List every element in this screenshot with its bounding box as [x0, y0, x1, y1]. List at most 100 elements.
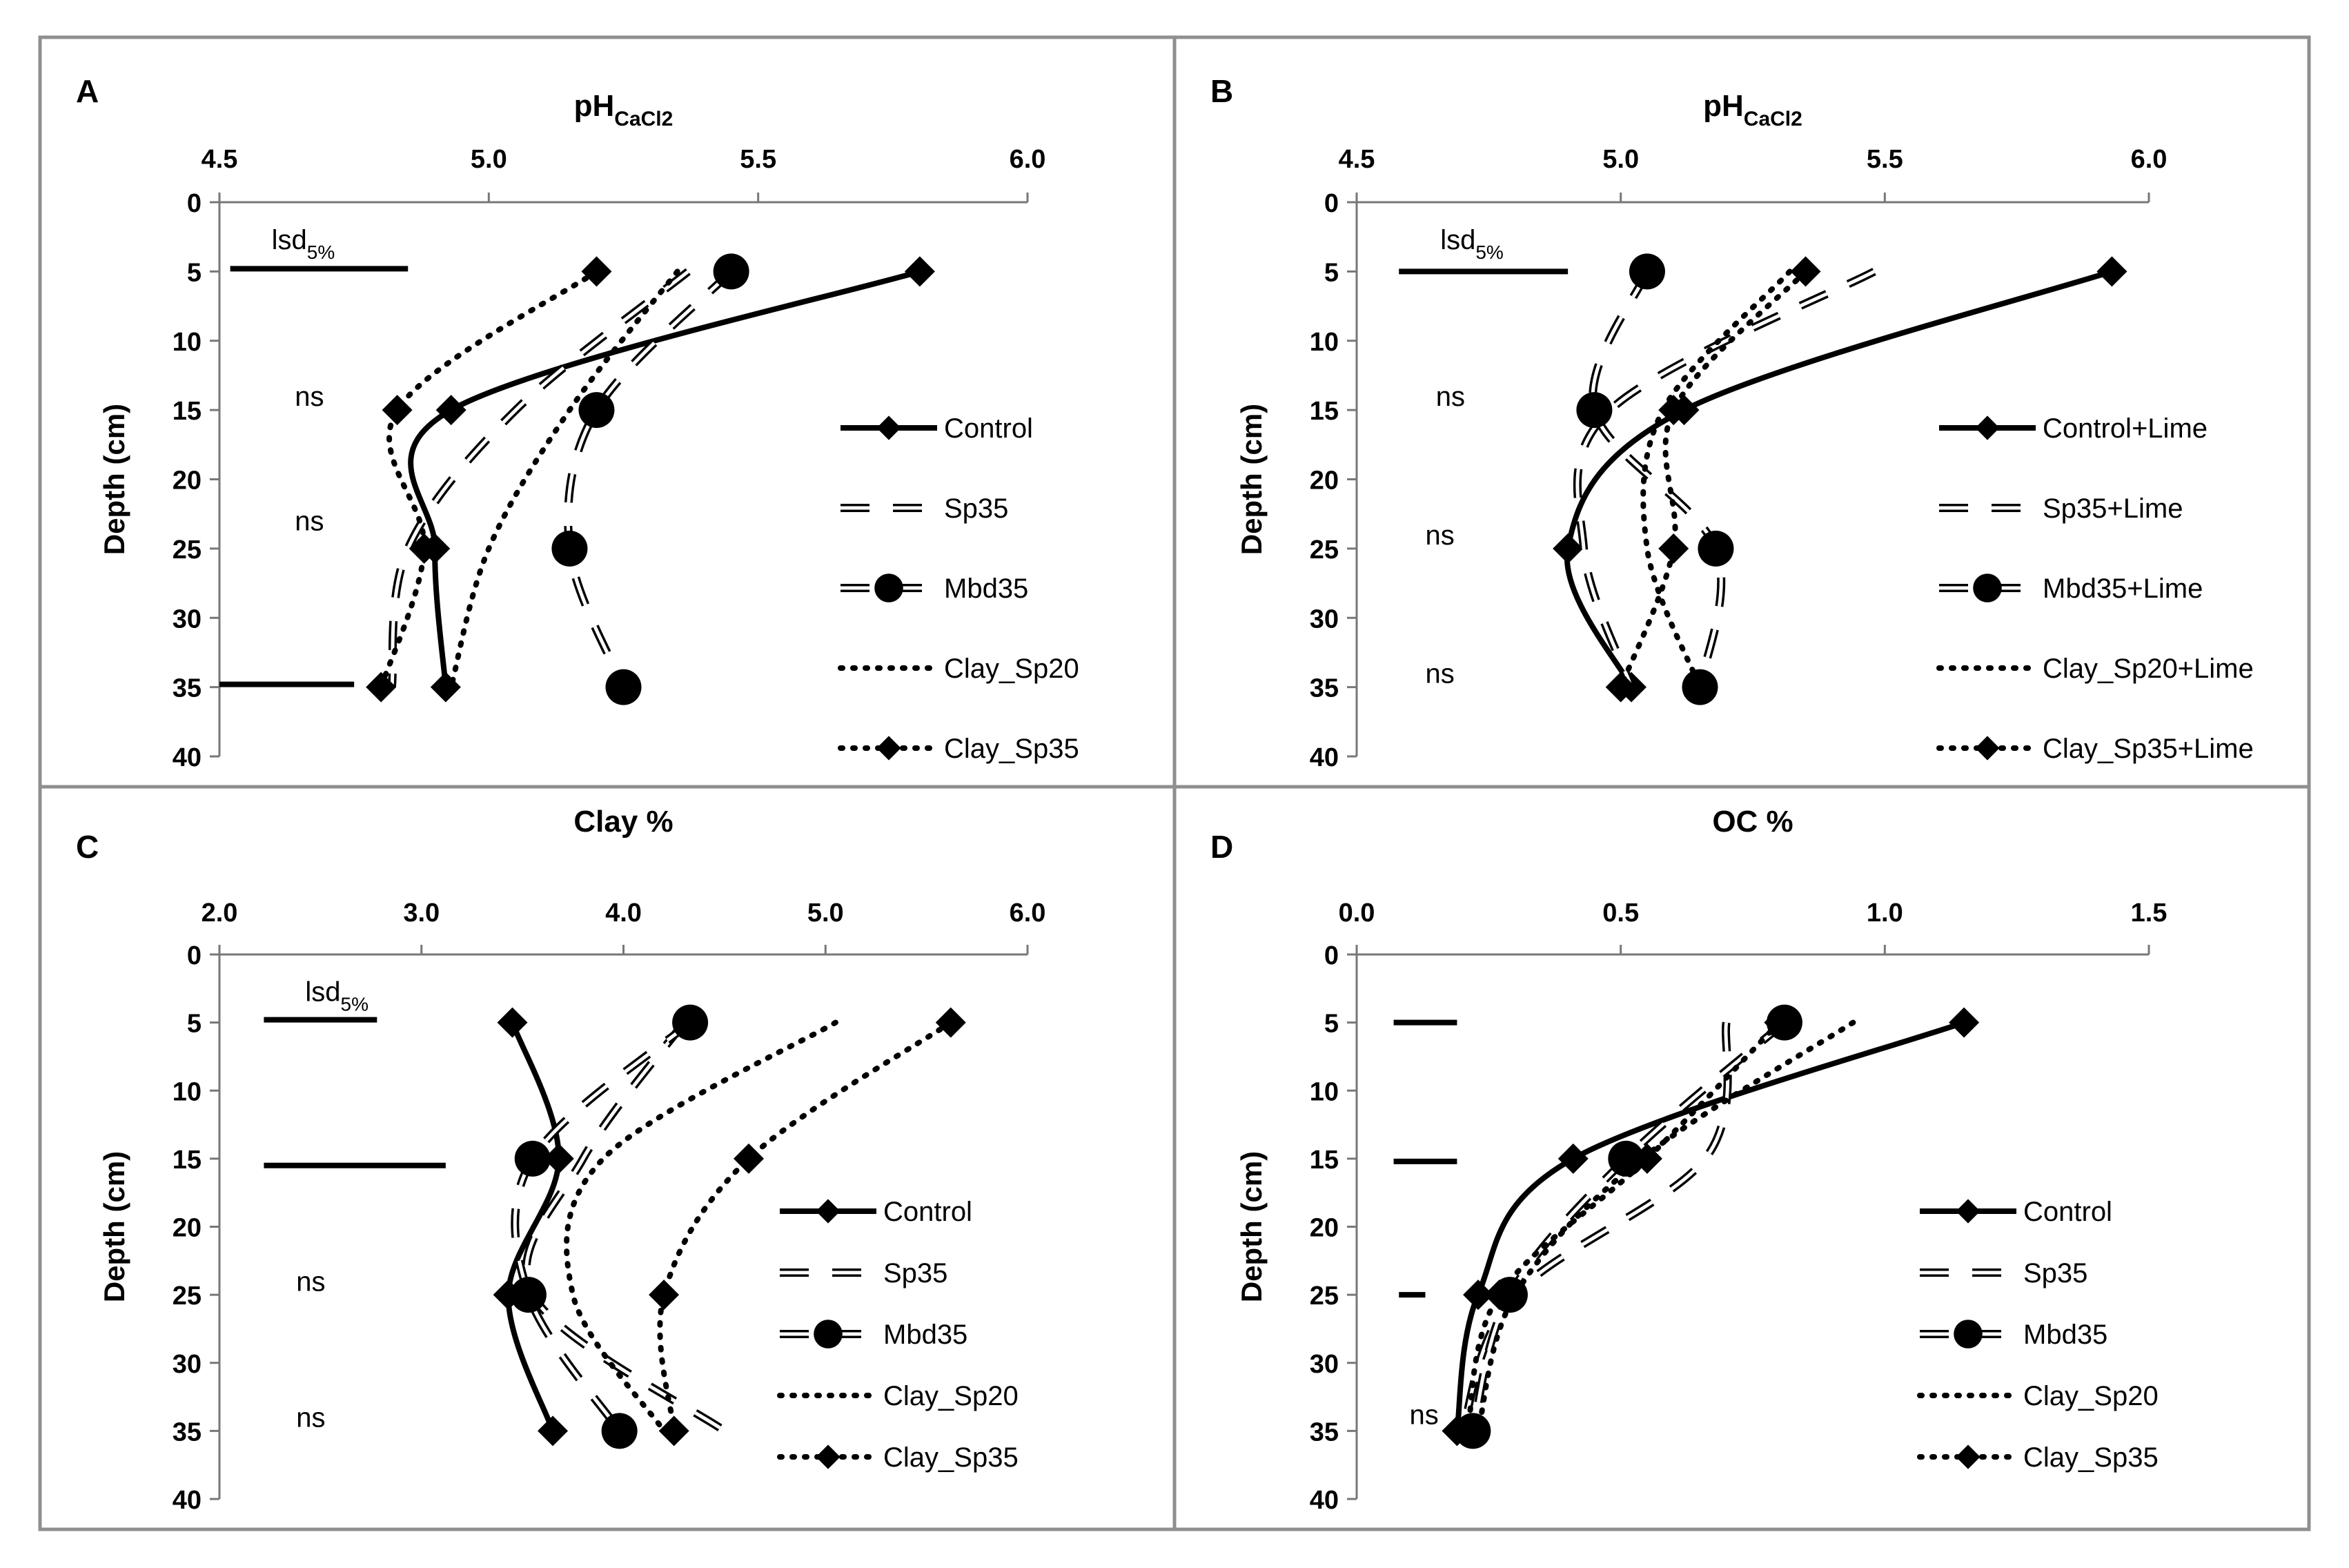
y-tick-label: 15: [173, 1146, 202, 1175]
panel-d: D OC % 0.0 0.5 1.0 1.5 0 5 10 15 20 25 30 35 40 Depth (…: [1210, 805, 2167, 1515]
data-point: [366, 672, 397, 703]
data-point: [1698, 530, 1734, 567]
legend-item: Control: [780, 1197, 972, 1227]
legend-item: Control+Lime: [1939, 413, 2208, 444]
legend-item: Sp35: [1920, 1258, 2087, 1288]
y-tick-label: 25: [1310, 1282, 1339, 1311]
series-line-inner: [566, 270, 733, 688]
series-clay-sp20: [448, 268, 680, 690]
lsd-label: lsd5%: [272, 225, 335, 263]
annotation-text: ns: [1425, 520, 1454, 551]
series-line: [505, 1021, 562, 1432]
data-point: [713, 253, 749, 290]
legend-marker: [816, 1199, 841, 1224]
legend-item: Clay_Sp35: [1917, 1442, 2159, 1473]
panel-letter: B: [1210, 73, 1233, 109]
legend-item: Clay_Sp20: [777, 1381, 1019, 1411]
y-tick-label: 5: [1324, 1010, 1339, 1039]
series-line: [564, 1019, 838, 1434]
legend-item: Mbd35: [1920, 1320, 2107, 1350]
data-point: [543, 1143, 574, 1174]
legend-marker: [1975, 736, 2000, 761]
y-tick-label: 30: [1310, 605, 1339, 634]
x-tick-label: 5.5: [740, 145, 776, 174]
data-point: [935, 1007, 966, 1038]
annotation-subscript: 5%: [1475, 242, 1503, 263]
x-tick-label: 3.0: [403, 899, 440, 928]
y-tick-label: 0: [187, 941, 202, 970]
y-tick-label: 10: [1310, 1077, 1339, 1106]
data-point: [649, 1280, 680, 1311]
data-point: [1484, 1280, 1515, 1311]
legend-item: Mbd35: [841, 574, 1028, 604]
y-tick-label: 35: [173, 1418, 202, 1447]
x-tick-label: 5.5: [1867, 145, 1903, 174]
data-point: [1764, 1007, 1795, 1038]
series-line: [448, 268, 680, 690]
legend-label: Mbd35: [883, 1320, 967, 1350]
data-point: [578, 392, 615, 429]
legend-label: Clay_Sp20: [883, 1381, 1019, 1411]
y-tick-label: 0: [1324, 941, 1339, 970]
ns-label: ns: [296, 1403, 325, 1433]
lsd-label: lsd5%: [305, 977, 368, 1015]
panel-letter: A: [76, 73, 99, 109]
legend-label: Mbd35+Lime: [2043, 574, 2203, 604]
ns-label: ns: [295, 507, 324, 537]
data-point: [601, 1413, 638, 1449]
legend-label: Clay_Sp20+Lime: [2043, 654, 2254, 684]
y-tick-label: 30: [1310, 1350, 1339, 1379]
series-sp35: [1458, 1021, 1732, 1433]
series-sp35-lime: [1573, 268, 1876, 689]
legend-label: Sp35: [2023, 1258, 2087, 1288]
y-tick-label: 0: [1324, 189, 1339, 218]
y-tick-label: 40: [1310, 1486, 1339, 1515]
data-point: [734, 1143, 765, 1174]
chart-title: OC %: [1712, 805, 1793, 839]
y-tick-label: 35: [1310, 1418, 1339, 1447]
ns-label: ns: [1410, 1400, 1439, 1431]
legend-label: Clay_Sp35: [944, 734, 1079, 764]
data-point: [605, 669, 642, 705]
legend-item: Control: [1920, 1197, 2112, 1227]
data-point: [1463, 1280, 1494, 1311]
data-point: [1576, 392, 1613, 429]
series-line: [1454, 1019, 1965, 1432]
y-tick-label: 30: [173, 605, 202, 634]
series-line-inner: [513, 1021, 691, 1432]
annotation-text: ns: [295, 507, 324, 537]
data-point: [1658, 533, 1689, 564]
y-tick-label: 10: [173, 1077, 202, 1106]
series-line: [1464, 1019, 1782, 1434]
legend-marker: [876, 415, 901, 440]
chart-title-main: Clay %: [573, 805, 673, 839]
legend-item: Sp35+Lime: [1939, 493, 2183, 524]
data-point: [514, 1140, 551, 1177]
legend-item: Clay_Sp35+Lime: [1936, 734, 2254, 764]
legend-item: Mbd35: [780, 1320, 967, 1350]
data-point: [551, 530, 588, 567]
ns-label: ns: [1425, 520, 1454, 551]
y-tick-label: 15: [1310, 397, 1339, 426]
legend-label: Clay_Sp35+Lime: [2043, 734, 2254, 764]
y-tick-label: 10: [1310, 328, 1339, 357]
data-point: [497, 1007, 528, 1038]
series-line-inner: [1575, 270, 1876, 688]
chart-title-main: OC %: [1712, 805, 1793, 839]
annotation-text: ns: [1425, 659, 1454, 689]
y-tick-label: 20: [1310, 467, 1339, 496]
y-tick-label: 0: [187, 189, 202, 218]
legend-item: Clay_Sp20: [838, 654, 1079, 684]
series-line: [657, 1019, 954, 1434]
chart-title-subscript: CaCl2: [1744, 108, 1802, 130]
x-tick-label: 5.0: [471, 145, 507, 174]
legend-marker: [816, 1444, 841, 1469]
legend-item: Clay_Sp35: [838, 734, 1079, 764]
x-tick-label: 4.5: [202, 145, 238, 174]
panel-border-d: [1172, 785, 2311, 1531]
series-line: [1640, 268, 1793, 690]
legend-item: Sp35: [841, 493, 1008, 524]
legend-item: Sp35: [780, 1258, 947, 1288]
annotation-text: ns: [1436, 382, 1465, 412]
